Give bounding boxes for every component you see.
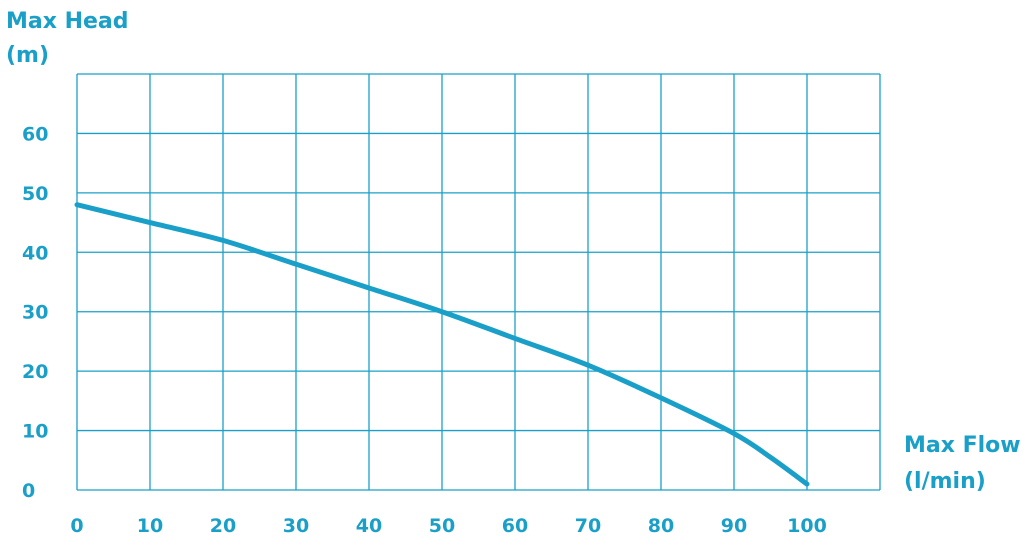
x-tick-label: 10 (137, 515, 163, 537)
x-tick-label: 0 (70, 515, 83, 537)
x-tick-label: 100 (787, 515, 827, 537)
y-axis-title-line2: (m) (6, 43, 49, 68)
grid (76, 73, 881, 491)
axis-titles: Max Head (m) Max Flow (l/min) (6, 9, 1021, 494)
x-tick-label: 80 (648, 515, 674, 537)
x-tick-label: 30 (283, 515, 309, 537)
y-tick-label: 0 (22, 480, 35, 502)
y-tick-label: 10 (22, 421, 48, 443)
y-tick-label: 30 (22, 302, 48, 324)
x-tick-label: 70 (575, 515, 601, 537)
y-tick-label: 40 (22, 242, 48, 264)
x-tick-label: 90 (721, 515, 747, 537)
x-tick-label: 50 (429, 515, 455, 537)
x-tick-label: 60 (502, 515, 528, 537)
x-tick-label: 20 (210, 515, 236, 537)
y-axis-title-line1: Max Head (6, 9, 129, 34)
x-axis-title-line1: Max Flow (904, 433, 1021, 458)
y-tick-label: 50 (22, 183, 48, 205)
pump-curve-line (74, 202, 810, 487)
y-tick-label: 60 (22, 123, 48, 145)
curve-layer (74, 202, 810, 487)
tick-labels: 0 10 20 30 40 50 60 70 80 90 100 0 10 20 30 40 50 60 (22, 123, 827, 537)
x-axis-title-line2: (l/min) (904, 469, 986, 494)
x-tick-label: 40 (356, 515, 382, 537)
y-tick-label: 20 (22, 361, 48, 383)
